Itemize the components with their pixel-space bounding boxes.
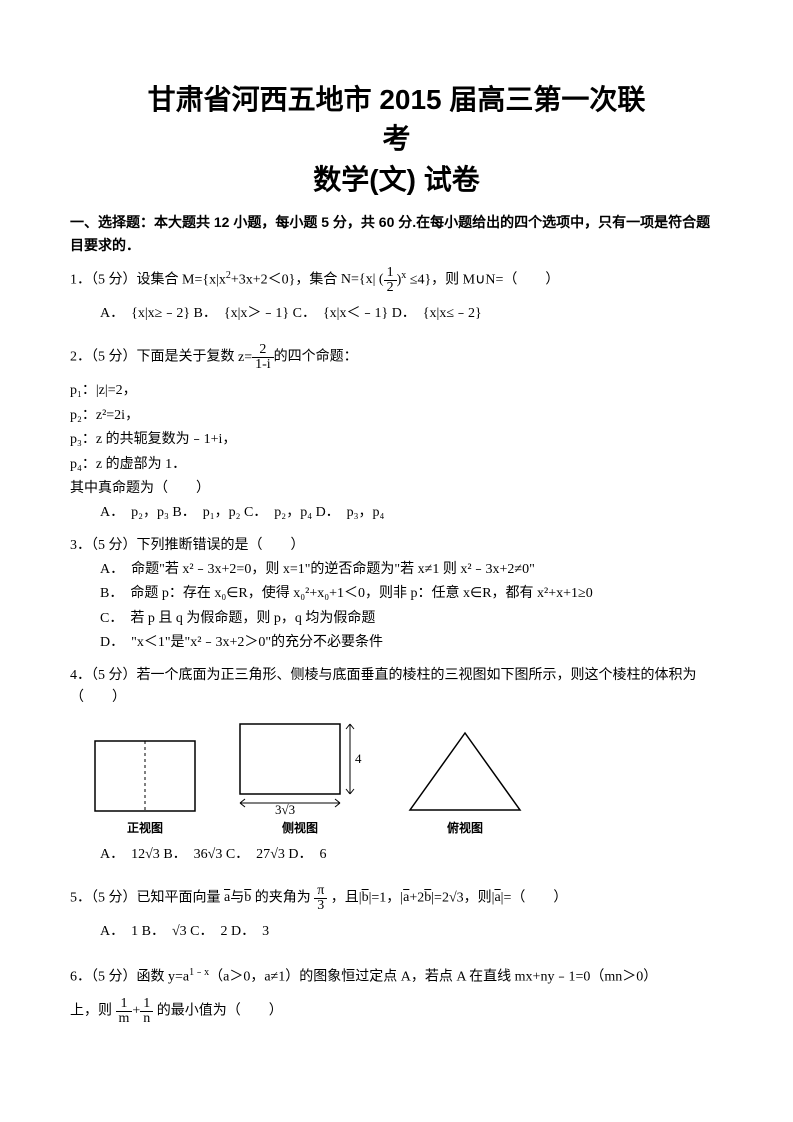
q6-f1d: m [116,1012,133,1026]
fig-label-2: 侧视图 [282,819,318,838]
q2-p2: p₂：z²=2i， [70,405,723,427]
q2-text-b: 的四个命题： [274,350,358,365]
q5-text-a: 5．（5 分）已知平面向量 [70,891,221,906]
q2-frac-den: 1-i [252,358,274,372]
q6-f1n: 1 [116,997,133,1012]
q6-f2n: 1 [140,997,153,1012]
q5-opt-end: C． 2 D． 3 [187,924,269,939]
q5-vec-b: b [244,887,251,909]
q2-p1: p₁：|z|=2， [70,380,723,402]
q4-sqrt-c: √3 [270,847,285,862]
section-header: 一、选择题：本大题共 12 小题，每小题 5 分，共 60 分.在每小题给出的四… [70,211,723,256]
svg-text:4: 4 [355,751,362,766]
q4-opt-b: B． 36 [163,847,207,862]
q6-exp: 1﹣x [189,967,209,978]
q6-frac2: 1n [140,997,153,1026]
fig-label-1: 正视图 [127,819,163,838]
q5-and: 与 [230,891,244,906]
q1-frac: 12 [384,266,397,295]
question-2: 2．（5 分）下面是关于复数 z=21-i的四个命题： [70,343,723,372]
q2-frac-num: 2 [252,343,274,358]
q5-frac: π3 [314,884,327,913]
svg-text:3√3: 3√3 [275,802,295,816]
q6-f2d: n [140,1012,153,1026]
q4-options: A． 12√3 B． 36√3 C． 27√3 D． 6 [70,844,723,866]
q3-b: B． 命题 p：存在 x₀∈R，使得 x₀²+x₀+1＜0，则非 p：任意 x∈… [100,583,723,605]
q5-text-g: ，则| [464,891,495,906]
q6-plus: + [132,1004,140,1019]
q2-zeq: z= [238,347,252,369]
q4-opt-d: D． 6 [288,847,326,862]
q5-text-h: |=（ ） [501,891,568,906]
q5-vec-b2: b [362,887,369,909]
q1-exp: x [401,270,406,281]
q5-text-b: 的夹角为 [255,891,311,906]
q1-text-a: 1．（5 分）设集合 M={x|x [70,273,226,288]
q4-sqrt-a: √3 [145,847,160,862]
question-6: 6．（5 分）函数 y=a1﹣x（a＞0，a≠1）的图象恒过定点 A，若点 A … [70,965,723,989]
figure-side: 4 3√3 侧视图 [230,721,370,838]
q6-text-d: 的最小值为（ ） [157,1004,283,1019]
fig-label-3: 俯视图 [447,819,483,838]
q1-options: A． {x|x≥﹣2} B． {x|x＞﹣1} C． {x|x＜﹣1} D． {… [70,303,723,325]
question-1: 1．（5 分）设集合 M={x|x2+3x+2＜0}，集合 N={x| (12)… [70,266,723,295]
q3-c: C． 若 p 且 q 为假命题，则 p，q 均为假命题 [100,608,723,630]
q4-sqrt-b: √3 [208,847,223,862]
question-4: 4．（5 分）若一个底面为正三角形、侧棱与底面垂直的棱柱的三视图如下图所示，则这… [70,665,723,710]
q2-p4: p₄：z 的虚部为 1． [70,454,723,476]
q2-text-a: 2．（5 分）下面是关于复数 [70,350,235,365]
q3-options: A． 命题"若 x²﹣3x+2=0，则 x=1"的逆否命题为"若 x≠1 则 x… [70,559,723,655]
q5-sqrt3: √3 [449,891,464,906]
q1-text-b: +3x+2＜0}，集合 [231,273,338,288]
title-line1: 甘肃省河西五地市 2015 届高三第一次联 [70,80,723,119]
q5-text-f: |=2 [431,891,449,906]
figure-front: 正视图 [90,738,200,838]
question-5: 5．（5 分）已知平面向量 a与b 的夹角为 π3 ，且|b|=1，|a+2b|… [70,884,723,913]
q1-frac-den: 2 [384,281,397,295]
q2-stem: 其中真命题为（ ） [70,478,723,500]
title-line3: 数学(文) 试卷 [70,158,723,203]
q6-frac1: 1m [116,997,133,1026]
q5-text-e: +2 [409,891,424,906]
figure-top: 俯视图 [400,728,530,838]
figures-row: 正视图 4 3√3 侧视图 俯视图 [90,721,723,838]
q5-opt-sqrt: √3 [172,924,187,939]
q5-text-d: |=1，| [369,891,404,906]
q2-p3: p₃：z 的共轭复数为﹣1+i， [70,429,723,451]
q4-opt-a: A． 12 [100,847,145,862]
top-view-svg [400,728,530,816]
q1-le4: ≤4} [410,273,431,288]
q5-frac-den: 3 [314,899,327,913]
q1-frac-num: 1 [384,266,397,281]
q5-text-c: ，且| [331,891,362,906]
question-3: 3．（5 分）下列推断错误的是（ ） [70,535,723,557]
q6-text-c: 上，则 [70,1004,112,1019]
q3-d: D． "x＜1"是"x²﹣3x+2＞0"的充分不必要条件 [100,632,723,654]
side-view-svg: 4 3√3 [230,721,370,816]
q5-frac-num: π [314,884,327,899]
front-view-svg [90,738,200,816]
q6-text-a: 6．（5 分）函数 y=a [70,970,189,985]
title-line2: 考 [70,119,723,158]
q2-frac: 21-i [252,343,274,372]
q6-text-b: （a＞0，a≠1）的图象恒过定点 A，若点 A 在直线 mx+ny﹣1=0（mn… [209,970,657,985]
q1-set-n: N={x| ( [341,269,384,291]
q3-a: A． 命题"若 x²﹣3x+2=0，则 x=1"的逆否命题为"若 x≠1 则 x… [100,559,723,581]
question-6-line2: 上，则 1m+1n 的最小值为（ ） [70,997,723,1026]
q5-options: A． 1 B． √3 C． 2 D． 3 [70,921,723,943]
q5-opt: A． 1 B． [100,924,172,939]
q1-text-c: ，则 M∪N=（ ） [431,273,559,288]
q4-opt-c: C． 27 [226,847,270,862]
q2-options: A． p₂，p₃ B． p₁，p₂ C． p₂，p₄ D． p₃，p₄ [70,502,723,524]
